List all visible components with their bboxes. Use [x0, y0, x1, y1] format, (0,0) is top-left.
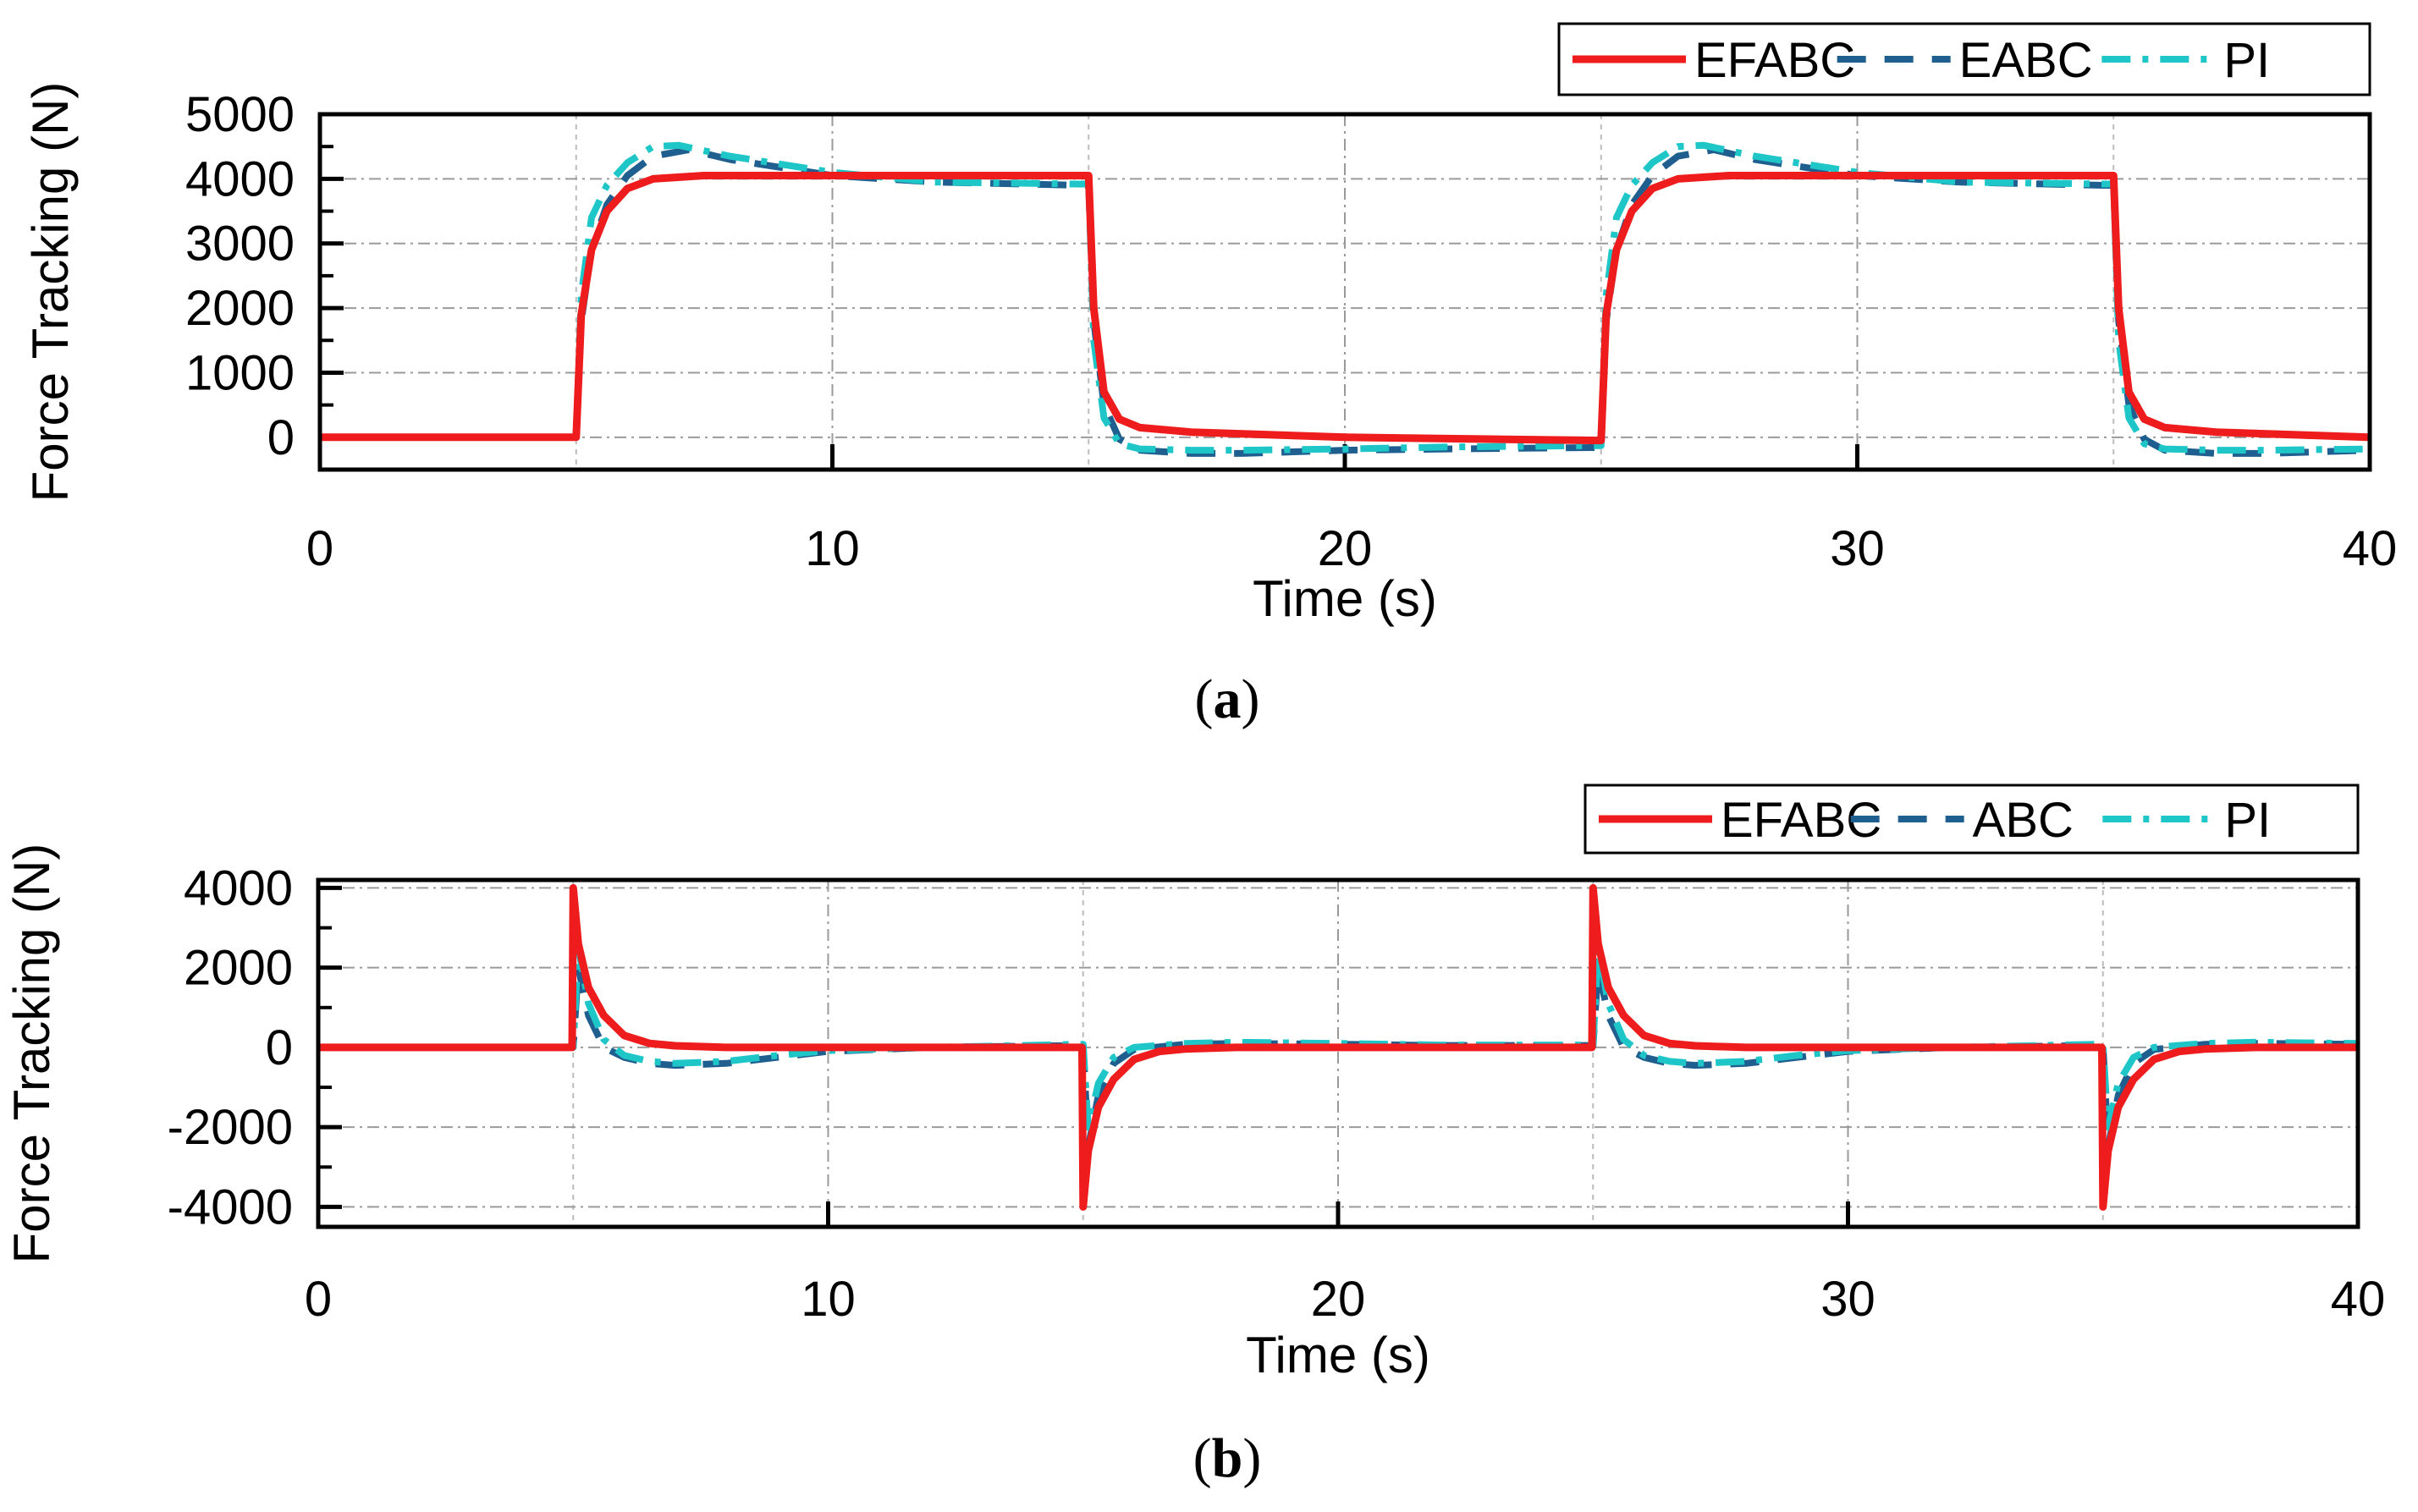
legend-a: EFABC EABC PI [1557, 22, 2371, 96]
legend-label-pi: PI [2223, 33, 2270, 88]
panel-a: 0 1000 2000 3000 4000 5000 0 10 20 30 40 Time (s)… [22, 22, 2397, 730]
y-tick-label: 3000 [185, 217, 295, 272]
x-tick-label: 30 [1830, 521, 1885, 576]
legend-box [1557, 22, 2371, 96]
x-tick-label: 0 [305, 1272, 332, 1327]
legend-label-efabc: EFABC [1694, 33, 1855, 88]
y-axis-label-b: Force Tracking (N) [3, 844, 60, 1264]
y-tick-label: 4000 [185, 151, 295, 206]
caption-b-letter: b [1212, 1427, 1243, 1489]
caption-a-letter: a [1214, 668, 1242, 730]
y-tick-label: 0 [267, 410, 295, 465]
y-tick-label: 2000 [184, 941, 293, 996]
caption-a: (a) [1195, 668, 1260, 730]
x-tick-label: 40 [2331, 1272, 2386, 1327]
caption-b: (b) [1193, 1427, 1262, 1489]
plot-frame-a [317, 112, 2372, 472]
series-layer-a [320, 141, 2371, 457]
legend-label-abc: ABC [1973, 793, 2074, 848]
legend-label-pi: PI [2224, 793, 2271, 848]
y-tick-label: 0 [266, 1020, 293, 1075]
x-tick-labels-a: 0 10 20 30 40 [306, 521, 2397, 576]
panel-b: -4000 -2000 0 2000 4000 0 10 20 30 40 Time (s) F… [3, 783, 2385, 1489]
y-tick-label: -2000 [168, 1100, 293, 1155]
plot-frame-b [316, 877, 2360, 1229]
x-axis-label-a: Time (s) [1253, 570, 1437, 627]
x-tick-label: 20 [1311, 1272, 1366, 1327]
x-tick-label: 40 [2343, 521, 2398, 576]
x-tick-label: 10 [805, 521, 860, 576]
y-tick-labels-b: -4000 -2000 0 2000 4000 [168, 860, 293, 1234]
x-tick-label: 30 [1820, 1272, 1875, 1327]
x-tick-label: 10 [801, 1272, 856, 1327]
legend-label-eabc: EABC [1959, 33, 2093, 88]
x-tick-label: 20 [1318, 521, 1373, 576]
y-tick-label: 2000 [185, 281, 295, 336]
y-tick-label: 4000 [184, 860, 293, 915]
series-line-efabc [318, 883, 2358, 1211]
legend-box [1584, 783, 2360, 855]
x-tick-labels-b: 0 10 20 30 40 [305, 1272, 2385, 1327]
series-layer-b [318, 883, 2359, 1211]
legend-b: EFABC ABC PI [1584, 783, 2360, 855]
y-tick-label: -4000 [168, 1179, 293, 1234]
x-axis-label-b: Time (s) [1246, 1327, 1430, 1383]
y-tick-label: 5000 [185, 87, 295, 142]
y-tick-label: 1000 [185, 345, 295, 400]
y-axis-label-a: Force Tracking (N) [22, 82, 79, 503]
series-line-efabc [320, 172, 2371, 445]
y-tick-labels-a: 0 1000 2000 3000 4000 5000 [185, 87, 295, 465]
x-tick-label: 0 [306, 521, 333, 576]
